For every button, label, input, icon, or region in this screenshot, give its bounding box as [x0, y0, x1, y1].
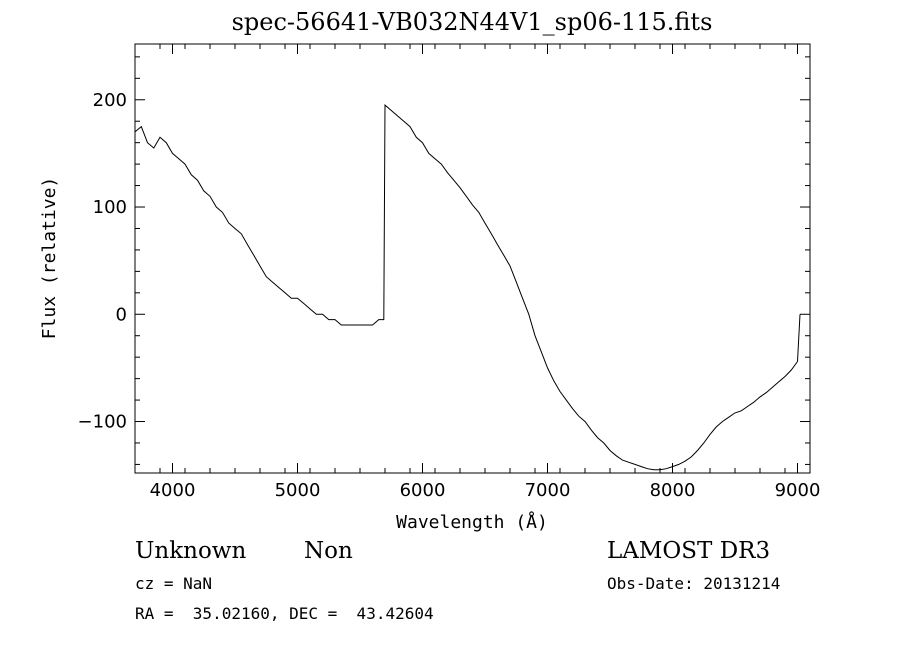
x-tick-label: 5000 — [275, 480, 321, 501]
class-label: Unknown — [135, 538, 247, 564]
chart-title: spec-56641-VB032N44V1_sp06-115.fits — [231, 8, 713, 36]
flux-series-line — [134, 104, 801, 471]
x-axis-label: Wavelength (Å) — [396, 511, 548, 533]
x-tick-label: 8000 — [650, 480, 696, 501]
y-axis-label: Flux (relative) — [39, 177, 60, 340]
axis-ticks — [134, 44, 811, 473]
redshift-label: cz = NaN — [135, 574, 213, 593]
x-tick-label: 9000 — [775, 480, 821, 501]
plot-frame — [134, 43, 811, 474]
y-tick-label: −100 — [78, 412, 127, 433]
subclass-label: Non — [304, 538, 353, 564]
x-tick-label: 7000 — [525, 480, 571, 501]
y-tick-label: 0 — [116, 304, 127, 325]
coordinates-label: RA = 35.02160, DEC = 43.42604 — [135, 604, 434, 623]
survey-label: LAMOST DR3 — [607, 538, 771, 564]
x-tick-label: 6000 — [400, 480, 446, 501]
obs-date-label: Obs-Date: 20131214 — [607, 574, 781, 593]
y-tick-label: 100 — [93, 197, 127, 218]
x-tick-label: 4000 — [150, 480, 196, 501]
y-tick-label: 200 — [93, 90, 127, 111]
tick-labels: 4000 5000 6000 7000 8000 9000 −100 0 100 200 — [78, 90, 821, 501]
